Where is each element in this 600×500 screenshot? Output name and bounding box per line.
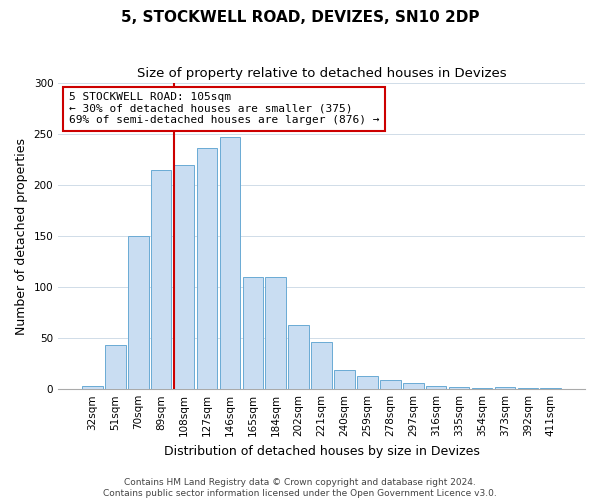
Bar <box>151 170 172 389</box>
Text: 5 STOCKWELL ROAD: 105sqm
← 30% of detached houses are smaller (375)
69% of semi-: 5 STOCKWELL ROAD: 105sqm ← 30% of detach… <box>69 92 379 126</box>
Bar <box>197 148 217 389</box>
Bar <box>494 387 515 389</box>
Bar <box>449 387 469 389</box>
Bar <box>472 388 493 389</box>
Bar <box>289 325 309 389</box>
Bar <box>174 164 194 389</box>
Text: Contains HM Land Registry data © Crown copyright and database right 2024.
Contai: Contains HM Land Registry data © Crown c… <box>103 478 497 498</box>
Bar <box>357 376 378 389</box>
Bar <box>220 137 240 389</box>
Bar <box>334 370 355 389</box>
X-axis label: Distribution of detached houses by size in Devizes: Distribution of detached houses by size … <box>164 444 479 458</box>
Bar <box>82 386 103 389</box>
Title: Size of property relative to detached houses in Devizes: Size of property relative to detached ho… <box>137 68 506 80</box>
Bar <box>380 380 401 389</box>
Bar <box>311 342 332 389</box>
Bar <box>541 388 561 389</box>
Y-axis label: Number of detached properties: Number of detached properties <box>15 138 28 334</box>
Bar <box>403 383 424 389</box>
Bar <box>265 277 286 389</box>
Bar <box>242 277 263 389</box>
Bar <box>426 386 446 389</box>
Bar <box>518 388 538 389</box>
Bar <box>105 346 125 389</box>
Text: 5, STOCKWELL ROAD, DEVIZES, SN10 2DP: 5, STOCKWELL ROAD, DEVIZES, SN10 2DP <box>121 10 479 25</box>
Bar <box>128 236 149 389</box>
